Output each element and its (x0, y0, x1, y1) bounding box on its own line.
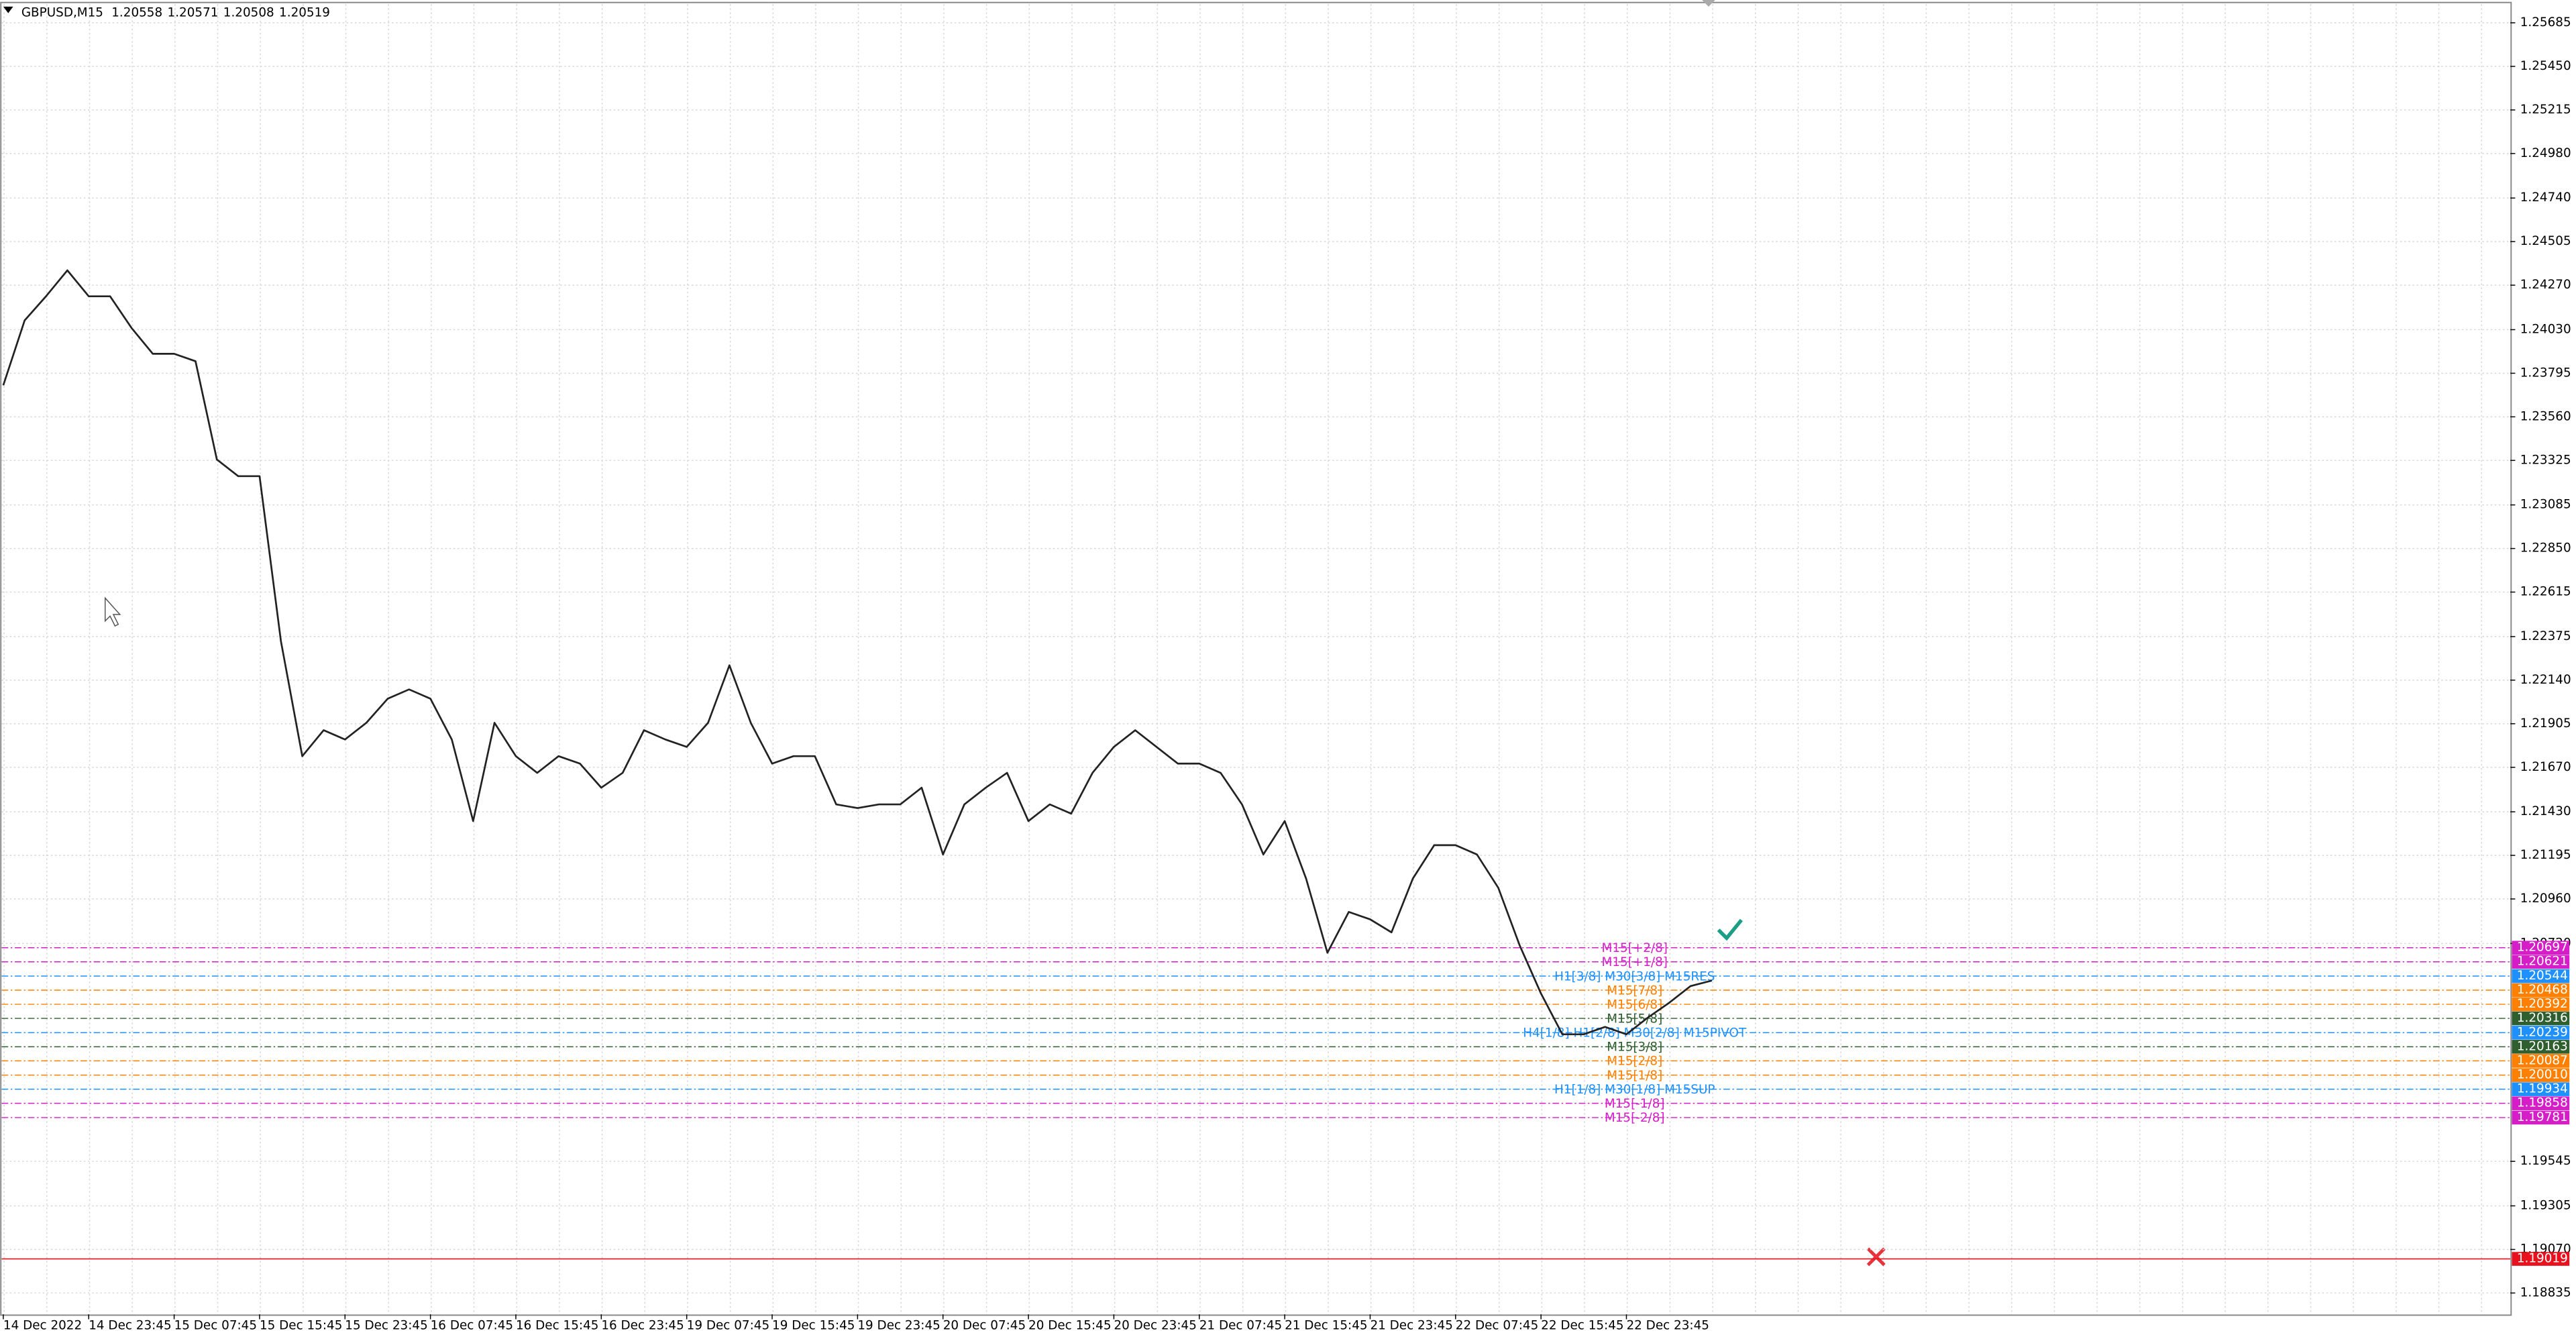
quote-value: 1.20571 (168, 6, 219, 20)
level-name: H1[3/8] M30[3/8] M15RES (1554, 969, 1715, 983)
price-box (2512, 1054, 2570, 1068)
price-box (2512, 955, 2570, 969)
quote-value: 1.20508 (223, 6, 274, 20)
x-tick-label: 22 Dec 15:45 (1541, 1318, 1623, 1332)
x-tick-label: 21 Dec 07:45 (1199, 1318, 1282, 1332)
y-tick-label: 1.20960 (2520, 892, 2571, 906)
y-tick-label: 1.19305 (2520, 1199, 2571, 1213)
price-box-label: 1.19934 (2517, 1082, 2568, 1096)
y-tick-label: 1.21670 (2520, 760, 2571, 774)
level-name: M15[7/8] (1607, 983, 1662, 998)
price-box (2512, 1040, 2570, 1054)
menu-arrow (3, 6, 13, 13)
close-icon (1866, 1247, 1886, 1267)
level-name: M15[6/8] (1607, 998, 1662, 1012)
price-box (2512, 1011, 2570, 1026)
price-box (2512, 1082, 2570, 1096)
y-tick-label: 1.21195 (2520, 848, 2571, 862)
x-tick-label: 16 Dec 23:45 (601, 1318, 684, 1332)
level-name: M15[-1/8] (1605, 1097, 1665, 1111)
price-box-label: 1.20621 (2517, 955, 2568, 969)
price-box (2512, 1068, 2570, 1082)
x-tick-label: 15 Dec 15:45 (260, 1318, 342, 1332)
y-tick-label: 1.23560 (2520, 409, 2571, 423)
level-name: M15[3/8] (1607, 1040, 1662, 1055)
price-box-label: 1.20239 (2517, 1025, 2568, 1039)
price-box-label: 1.20544 (2517, 969, 2568, 983)
shift-marker (1702, 0, 1715, 7)
level-name: M15[5/8] (1607, 1012, 1662, 1026)
y-tick-label: 1.23325 (2520, 453, 2571, 467)
y-tick-label: 1.25685 (2520, 15, 2571, 30)
level-name: M15[2/8] (1607, 1055, 1662, 1069)
level-name: M15[+2/8] (1602, 941, 1668, 955)
chart-title: GBPUSD,M15 (21, 6, 103, 20)
x-tick-label: 14 Dec 2022 (3, 1318, 82, 1332)
level-name: H4[1/8] H1[2/8] M30[2/8] M15PIVOT (1523, 1026, 1747, 1040)
x-tick-label: 21 Dec 23:45 (1370, 1318, 1452, 1332)
price-box-label: 1.20697 (2517, 941, 2568, 955)
price-box (2512, 1252, 2570, 1266)
x-tick-label: 22 Dec 07:45 (1456, 1318, 1538, 1332)
price-box-label: 1.19019 (2517, 1252, 2568, 1266)
price-box (2512, 1096, 2570, 1110)
x-tick-label: 22 Dec 23:45 (1626, 1318, 1709, 1332)
y-tick-label: 1.22375 (2520, 629, 2571, 643)
level-name: M15[1/8] (1607, 1069, 1662, 1083)
y-tick-label: 1.22140 (2520, 673, 2571, 687)
price-box-label: 1.20316 (2517, 1011, 2568, 1025)
price-box-label: 1.19781 (2517, 1110, 2568, 1124)
price-line (2, 269, 1713, 1036)
price-box-label: 1.19858 (2517, 1096, 2568, 1110)
x-tick-label: 16 Dec 15:45 (516, 1318, 598, 1332)
y-tick-label: 1.24505 (2520, 234, 2571, 248)
mouse-cursor (105, 596, 121, 627)
price-box (2512, 941, 2570, 955)
price-box-label: 1.20392 (2517, 997, 2568, 1011)
level-name: H1[1/8] M30[1/8] M15SUP (1554, 1083, 1715, 1097)
y-tick-label: 1.23795 (2520, 366, 2571, 380)
price-box (2512, 1110, 2570, 1125)
y-tick-label: 1.18835 (2520, 1285, 2571, 1299)
x-tick-label: 16 Dec 07:45 (431, 1318, 513, 1332)
price-box (2512, 969, 2570, 983)
price-box-label: 1.20087 (2517, 1053, 2568, 1067)
x-tick-label: 21 Dec 15:45 (1285, 1318, 1367, 1332)
y-tick-label: 1.24270 (2520, 278, 2571, 292)
y-tick-label: 1.24980 (2520, 146, 2571, 160)
y-tick-label: 1.25450 (2520, 59, 2571, 73)
y-tick-label: 1.22615 (2520, 585, 2571, 599)
level-name: M15[-2/8] (1605, 1111, 1665, 1125)
x-tick-label: 14 Dec 23:45 (89, 1318, 171, 1332)
price-box-label: 1.20468 (2517, 983, 2568, 997)
plot-frame (0, 1, 2512, 1316)
y-tick-label: 1.21905 (2520, 716, 2571, 731)
x-tick-label: 20 Dec 07:45 (943, 1318, 1026, 1332)
price-box (2512, 997, 2570, 1012)
y-tick-label: 1.22850 (2520, 541, 2571, 555)
check-icon (1717, 918, 1743, 941)
y-tick-label: 1.23085 (2520, 498, 2571, 512)
price-box-label: 1.20163 (2517, 1039, 2568, 1053)
x-tick-label: 20 Dec 23:45 (1114, 1318, 1196, 1332)
price-box (2512, 1026, 2570, 1040)
x-tick-label: 20 Dec 15:45 (1028, 1318, 1111, 1332)
x-tick-label: 15 Dec 23:45 (345, 1318, 427, 1332)
x-tick-label: 19 Dec 23:45 (857, 1318, 940, 1332)
y-tick-label: 1.24030 (2520, 322, 2571, 336)
x-tick-label: 19 Dec 07:45 (687, 1318, 769, 1332)
level-name: M15[+1/8] (1602, 955, 1668, 969)
y-tick-label: 1.25215 (2520, 103, 2571, 117)
vertical-grid (1, 3, 2511, 1315)
y-tick-label: 1.24740 (2520, 191, 2571, 205)
quote-value: 1.20519 (279, 6, 330, 20)
price-box-label: 1.20010 (2517, 1068, 2568, 1082)
quote-value: 1.20558 (111, 6, 162, 20)
price-box (2512, 983, 2570, 998)
y-tick-label: 1.21430 (2520, 804, 2571, 818)
x-tick-label: 19 Dec 15:45 (772, 1318, 855, 1332)
y-tick-label: 1.19545 (2520, 1154, 2571, 1168)
x-tick-label: 15 Dec 07:45 (174, 1318, 257, 1332)
